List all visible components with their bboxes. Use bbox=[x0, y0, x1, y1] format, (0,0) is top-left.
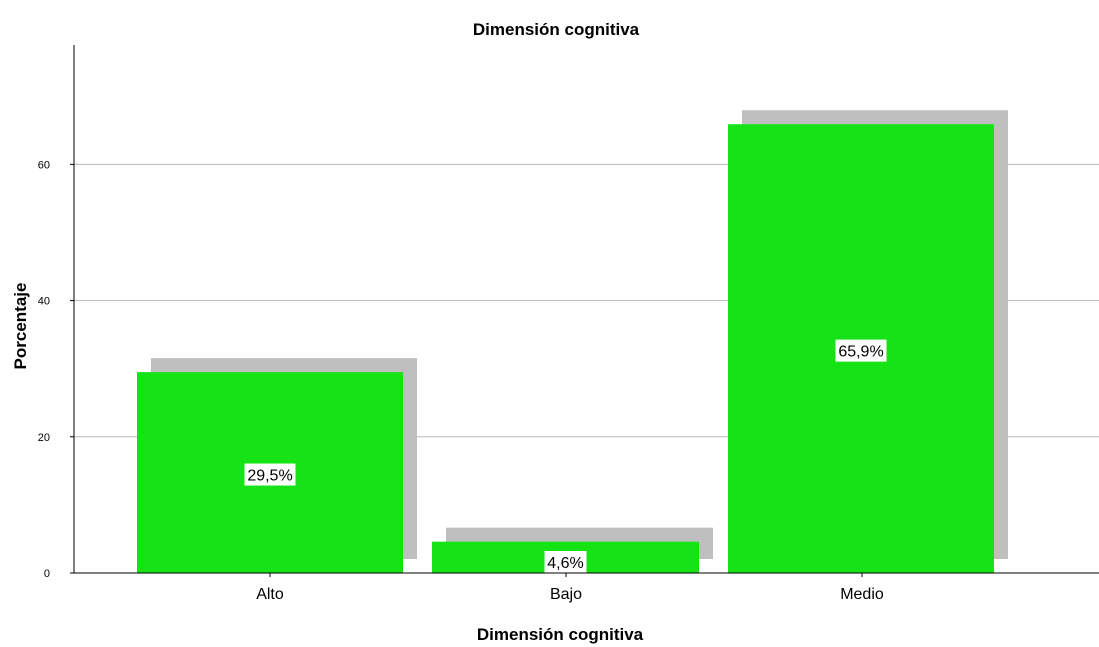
data-label-bg bbox=[544, 551, 587, 573]
x-category-labels: Alto Bajo Medio bbox=[256, 573, 884, 603]
data-label-text: 29,5% bbox=[247, 468, 292, 485]
data-label: 29,5% bbox=[244, 463, 296, 486]
y-tick-label: 0 bbox=[44, 568, 50, 580]
axes bbox=[73, 45, 1099, 574]
data-label-bg bbox=[244, 463, 296, 486]
data-label-text: 4,6% bbox=[547, 555, 583, 572]
chart-title: Dimensión cognitiva bbox=[473, 20, 640, 39]
data-label-bg bbox=[835, 339, 887, 362]
x-category-label: Alto bbox=[256, 586, 284, 603]
y-tick-label: 40 bbox=[38, 296, 50, 308]
x-category-label: Bajo bbox=[550, 586, 582, 603]
y-axis-title: Porcentaje bbox=[11, 283, 30, 370]
y-tick-label: 20 bbox=[38, 432, 50, 444]
y-tick-labels: 0 20 40 60 bbox=[38, 159, 74, 580]
data-label: 4,6% bbox=[544, 551, 587, 573]
data-labels: 29,5% 4,6% 65,9% bbox=[244, 339, 887, 573]
data-label-text: 65,9% bbox=[838, 344, 883, 361]
data-label: 65,9% bbox=[835, 339, 887, 362]
y-tick-label: 60 bbox=[38, 159, 50, 171]
x-category-label: Medio bbox=[840, 586, 884, 603]
x-axis-title: Dimensión cognitiva bbox=[477, 625, 644, 644]
